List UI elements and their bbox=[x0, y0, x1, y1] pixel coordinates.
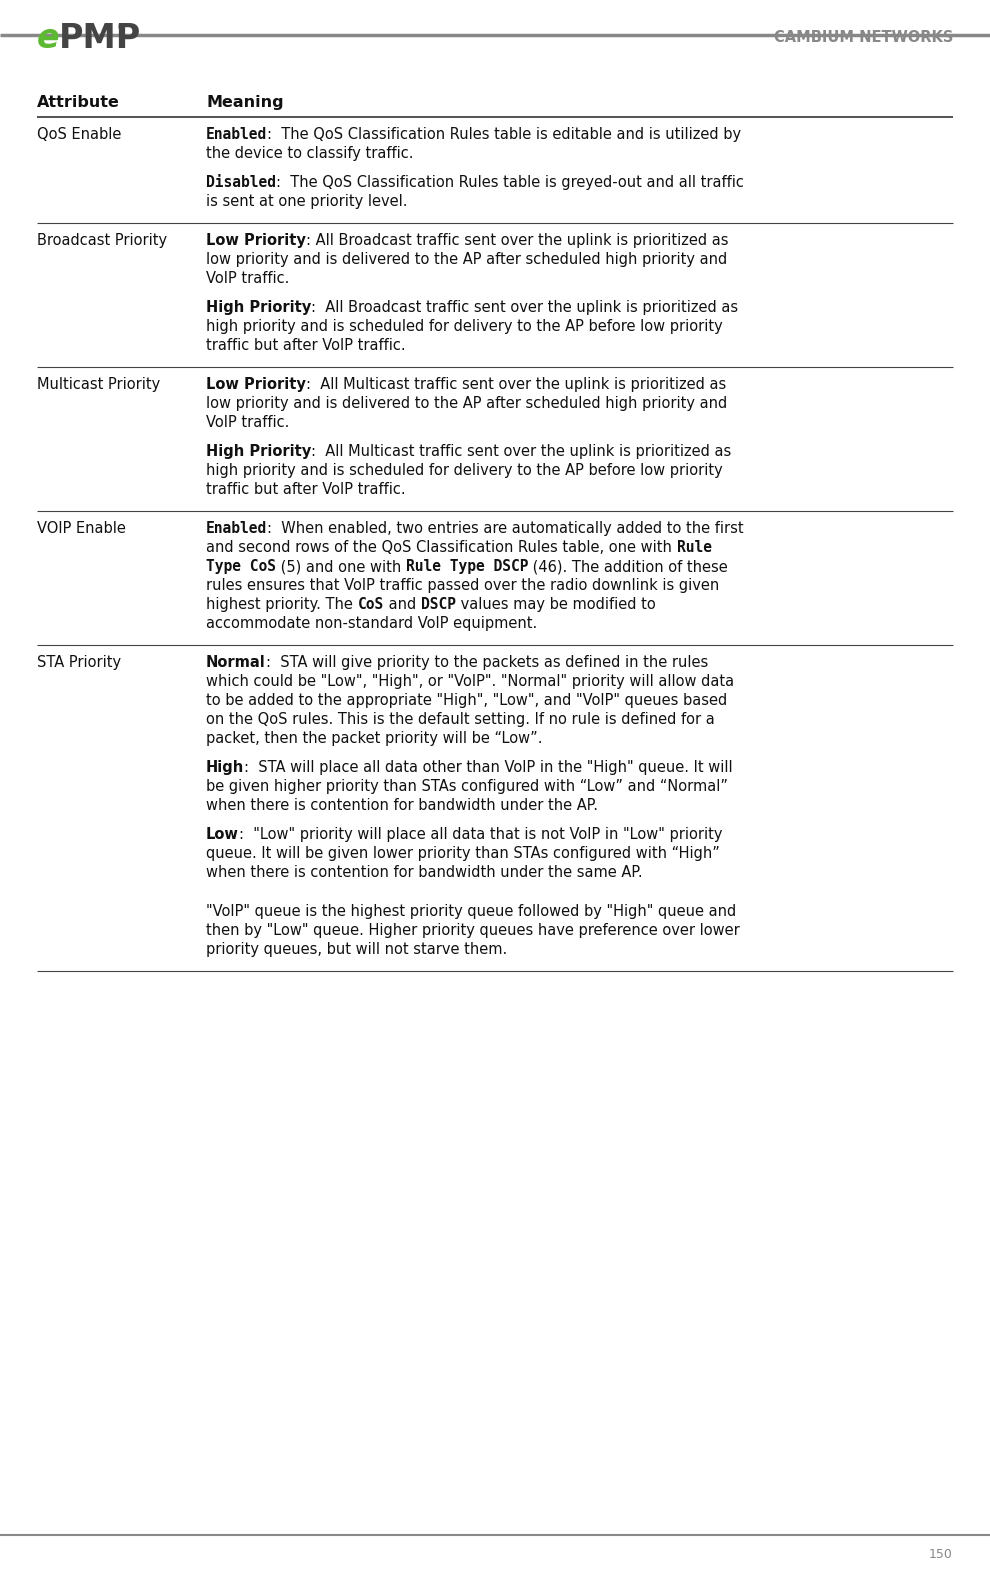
Text: Rule: Rule bbox=[676, 540, 712, 555]
Text: :  The QoS Classification Rules table is editable and is utilized by: : The QoS Classification Rules table is … bbox=[267, 127, 742, 141]
Text: VoIP traffic.: VoIP traffic. bbox=[206, 272, 289, 286]
Text: DSCP: DSCP bbox=[421, 597, 455, 613]
Text: VOIP Enable: VOIP Enable bbox=[37, 522, 126, 536]
Text: :  When enabled, two entries are automatically added to the first: : When enabled, two entries are automati… bbox=[267, 522, 743, 536]
Text: 150: 150 bbox=[930, 1547, 953, 1562]
Text: ®: ® bbox=[117, 24, 126, 31]
Text: traffic but after VoIP traffic.: traffic but after VoIP traffic. bbox=[206, 482, 406, 496]
Text: :  "Low" priority will place all data that is not VoIP in "Low" priority: : "Low" priority will place all data tha… bbox=[239, 826, 723, 842]
Text: Attribute: Attribute bbox=[37, 94, 120, 110]
Text: :  All Broadcast traffic sent over the uplink is prioritized as: : All Broadcast traffic sent over the up… bbox=[311, 300, 739, 316]
Text: CAMBIUM NETWORKS: CAMBIUM NETWORKS bbox=[773, 30, 953, 46]
Text: Low Priority: Low Priority bbox=[206, 377, 306, 393]
Text: be given higher priority than STAs configured with “Low” and “Normal”: be given higher priority than STAs confi… bbox=[206, 779, 728, 793]
Text: (46). The addition of these: (46). The addition of these bbox=[529, 559, 728, 573]
Text: Low Priority: Low Priority bbox=[206, 233, 306, 248]
Text: Low: Low bbox=[206, 826, 239, 842]
Text: high priority and is scheduled for delivery to the AP before low priority: high priority and is scheduled for deliv… bbox=[206, 463, 723, 478]
Text: Enabled: Enabled bbox=[206, 127, 267, 141]
Text: when there is contention for bandwidth under the AP.: when there is contention for bandwidth u… bbox=[206, 798, 598, 814]
Text: values may be modified to: values may be modified to bbox=[455, 597, 655, 613]
Text: STA Priority: STA Priority bbox=[37, 655, 121, 669]
Text: highest priority. The: highest priority. The bbox=[206, 597, 357, 613]
Text: when there is contention for bandwidth under the same AP.: when there is contention for bandwidth u… bbox=[206, 866, 643, 880]
Text: PMP: PMP bbox=[59, 22, 142, 55]
Text: packet, then the packet priority will be “Low”.: packet, then the packet priority will be… bbox=[206, 731, 543, 746]
Text: :  STA will place all data other than VoIP in the "High" queue. It will: : STA will place all data other than VoI… bbox=[245, 760, 733, 775]
Text: :  All Multicast traffic sent over the uplink is prioritized as: : All Multicast traffic sent over the up… bbox=[306, 377, 726, 393]
Text: :  STA will give priority to the packets as defined in the rules: : STA will give priority to the packets … bbox=[265, 655, 708, 669]
Text: Enabled: Enabled bbox=[206, 522, 267, 536]
Text: Broadcast Priority: Broadcast Priority bbox=[37, 233, 167, 248]
Text: queue. It will be given lower priority than STAs configured with “High”: queue. It will be given lower priority t… bbox=[206, 847, 720, 861]
Text: High: High bbox=[206, 760, 245, 775]
Text: Disabled: Disabled bbox=[206, 174, 276, 190]
Text: VoIP traffic.: VoIP traffic. bbox=[206, 415, 289, 430]
Text: e: e bbox=[37, 22, 59, 55]
Text: (5) and one with: (5) and one with bbox=[276, 559, 406, 573]
Text: low priority and is delivered to the AP after scheduled high priority and: low priority and is delivered to the AP … bbox=[206, 251, 728, 267]
Text: and second rows of the QoS Classification Rules table, one with: and second rows of the QoS Classificatio… bbox=[206, 540, 676, 555]
Text: Multicast Priority: Multicast Priority bbox=[37, 377, 160, 393]
Text: :  All Multicast traffic sent over the uplink is prioritized as: : All Multicast traffic sent over the up… bbox=[311, 445, 732, 459]
Text: :  The QoS Classification Rules table is greyed-out and all traffic: : The QoS Classification Rules table is … bbox=[276, 174, 743, 190]
Text: rules ensures that VoIP traffic passed over the radio downlink is given: rules ensures that VoIP traffic passed o… bbox=[206, 578, 720, 592]
Text: : All Broadcast traffic sent over the uplink is prioritized as: : All Broadcast traffic sent over the up… bbox=[306, 233, 729, 248]
Text: the device to classify traffic.: the device to classify traffic. bbox=[206, 146, 414, 160]
Text: High Priority: High Priority bbox=[206, 445, 311, 459]
Text: low priority and is delivered to the AP after scheduled high priority and: low priority and is delivered to the AP … bbox=[206, 396, 728, 412]
Text: accommodate non-standard VoIP equipment.: accommodate non-standard VoIP equipment. bbox=[206, 616, 538, 632]
Text: is sent at one priority level.: is sent at one priority level. bbox=[206, 193, 408, 209]
Text: to be added to the appropriate "High", "Low", and "VoIP" queues based: to be added to the appropriate "High", "… bbox=[206, 693, 728, 709]
Text: QoS Enable: QoS Enable bbox=[37, 127, 122, 141]
Text: high priority and is scheduled for delivery to the AP before low priority: high priority and is scheduled for deliv… bbox=[206, 319, 723, 335]
Text: High Priority: High Priority bbox=[206, 300, 311, 316]
Text: which could be "Low", "High", or "VoIP". "Normal" priority will allow data: which could be "Low", "High", or "VoIP".… bbox=[206, 674, 735, 690]
Text: Type CoS: Type CoS bbox=[206, 559, 276, 573]
Text: CoS: CoS bbox=[357, 597, 384, 613]
Text: priority queues, but will not starve them.: priority queues, but will not starve the… bbox=[206, 943, 507, 957]
Text: and: and bbox=[384, 597, 421, 613]
Text: Meaning: Meaning bbox=[206, 94, 283, 110]
Text: "VoIP" queue is the highest priority queue followed by "High" queue and: "VoIP" queue is the highest priority que… bbox=[206, 903, 737, 919]
Text: on the QoS rules. This is the default setting. If no rule is defined for a: on the QoS rules. This is the default se… bbox=[206, 712, 715, 727]
Text: Rule Type DSCP: Rule Type DSCP bbox=[406, 559, 529, 573]
Text: traffic but after VoIP traffic.: traffic but after VoIP traffic. bbox=[206, 338, 406, 353]
Text: Normal: Normal bbox=[206, 655, 265, 669]
Text: then by "Low" queue. Higher priority queues have preference over lower: then by "Low" queue. Higher priority que… bbox=[206, 924, 740, 938]
